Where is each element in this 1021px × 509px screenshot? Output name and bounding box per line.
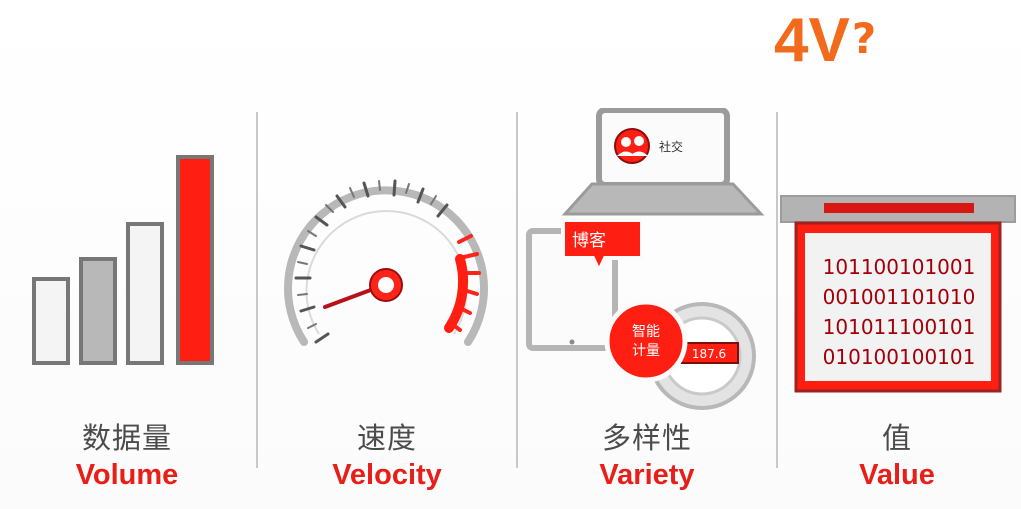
binary-line: 001001101010	[823, 285, 976, 309]
velocity-label: 速度 Velocity	[277, 418, 497, 492]
speedometer-redline	[444, 254, 469, 333]
volume-bar-3	[126, 222, 164, 365]
panel-divider	[256, 112, 258, 468]
panel-divider	[776, 112, 778, 468]
social-icon	[614, 128, 650, 164]
binary-line: 010100100101	[823, 345, 976, 369]
smart-meter-label-line-1: 智能	[632, 324, 660, 340]
social-person-right	[634, 136, 644, 146]
title-text: 4V	[774, 6, 850, 75]
volume-bar-4	[176, 155, 214, 365]
value-english-label: Value	[859, 459, 935, 491]
variety-label: 多样性 Variety	[537, 418, 757, 492]
variety-sources-icon: 社交 博客 187.6 智能 计量	[526, 108, 765, 410]
binary-line: 101100101001	[823, 255, 976, 279]
value-data-card-icon: 101100101001 001001101010 101011100101 0…	[780, 195, 1016, 393]
velocity-english-label: Velocity	[332, 459, 442, 491]
card-reader-slot	[824, 203, 974, 213]
speedometer-outer-ring	[284, 186, 488, 346]
smart-meter-reading: 187.6	[692, 347, 726, 361]
speedometer-hub-center	[378, 277, 394, 293]
volume-bars-icon	[32, 155, 214, 365]
laptop-base	[561, 182, 765, 216]
volume-chinese-label: 数据量	[81, 421, 172, 455]
value-chinese-label: 值	[881, 421, 912, 455]
smart-meter-badge	[604, 299, 688, 383]
volume-bar-1	[32, 277, 70, 365]
blog-badge	[561, 218, 644, 276]
title-question-mark: ?	[851, 14, 877, 63]
variety-chinese-label: 多样性	[601, 421, 692, 455]
social-person-right-body	[630, 151, 648, 156]
social-person-left	[621, 137, 631, 147]
page-title: 4V ?	[774, 6, 876, 76]
blog-label: 博客	[572, 231, 606, 251]
volume-bar-2	[79, 257, 117, 365]
volume-english-label: Volume	[75, 459, 179, 491]
value-label: 值 Value	[787, 418, 1007, 492]
velocity-chinese-label: 速度	[356, 421, 417, 455]
volume-label: 数据量 Volume	[17, 418, 237, 492]
social-label: 社交	[659, 139, 683, 154]
speedometer-icon	[284, 179, 488, 346]
tablet-home-button	[569, 339, 575, 345]
data-card-panel	[805, 233, 991, 381]
social-person-left-body	[617, 151, 635, 156]
binary-line: 101011100101	[823, 315, 976, 339]
variety-english-label: Variety	[599, 459, 695, 491]
smart-meter-label-line-2: 计量	[632, 343, 660, 359]
panel-divider	[516, 112, 518, 468]
